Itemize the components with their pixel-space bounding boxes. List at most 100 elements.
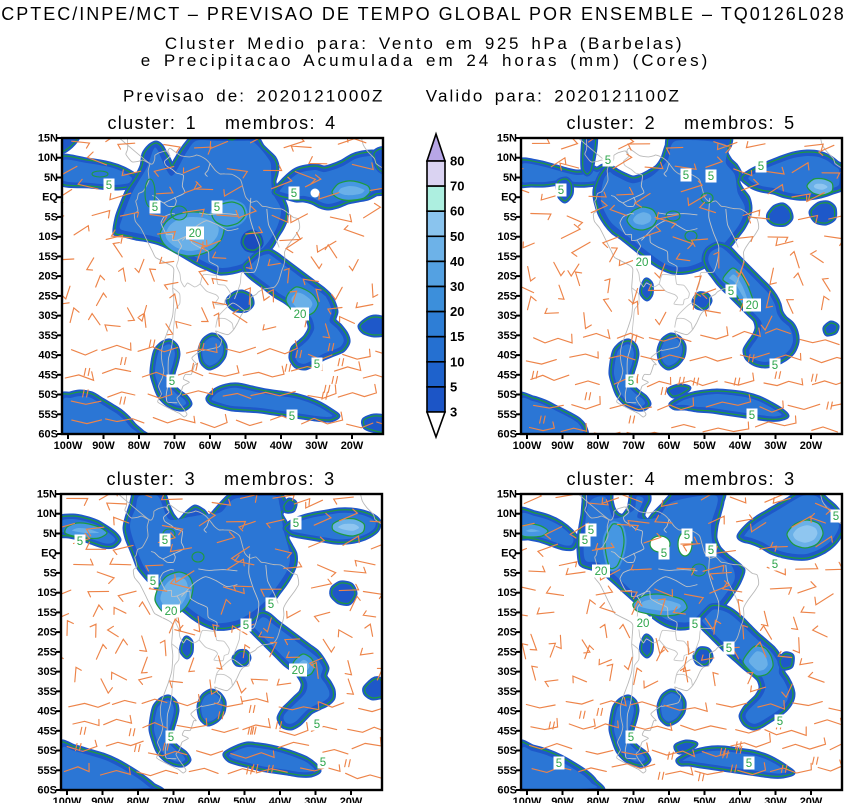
svg-text:30S: 30S <box>497 666 517 678</box>
svg-text:5N: 5N <box>503 172 517 184</box>
svg-text:5: 5 <box>758 161 764 173</box>
svg-text:20S: 20S <box>497 627 517 639</box>
svg-text:EQ: EQ <box>42 192 58 204</box>
svg-text:50S: 50S <box>38 389 58 401</box>
svg-text:5: 5 <box>746 758 752 770</box>
svg-text:60S: 60S <box>38 429 58 441</box>
svg-text:15S: 15S <box>38 251 58 263</box>
svg-text:5: 5 <box>169 376 175 388</box>
svg-text:5: 5 <box>268 599 274 611</box>
svg-text:5: 5 <box>582 535 588 547</box>
svg-text:5: 5 <box>243 620 249 632</box>
svg-text:3: 3 <box>450 405 457 420</box>
svg-text:5: 5 <box>692 619 698 631</box>
svg-text:10: 10 <box>450 354 464 369</box>
svg-text:5: 5 <box>168 732 174 744</box>
svg-text:15N: 15N <box>38 133 58 145</box>
svg-text:30W: 30W <box>304 796 327 803</box>
svg-text:15N: 15N <box>37 489 57 501</box>
svg-text:45S: 45S <box>497 725 517 737</box>
svg-text:5: 5 <box>605 155 611 167</box>
svg-text:20W: 20W <box>340 796 363 803</box>
svg-text:CPTEC/INPE/MCT – PREVISAO DE T: CPTEC/INPE/MCT – PREVISAO DE TEMPO GLOBA… <box>1 4 846 24</box>
svg-text:50: 50 <box>450 229 464 244</box>
svg-text:20: 20 <box>189 228 202 240</box>
svg-text:5: 5 <box>772 360 778 372</box>
svg-text:100W: 100W <box>53 796 82 803</box>
svg-text:55S: 55S <box>497 765 517 777</box>
svg-text:30W: 30W <box>764 796 787 803</box>
svg-text:35S: 35S <box>37 686 57 698</box>
svg-text:e Precipitacao Acumulada em 24: e Precipitacao Acumulada em 24 horas (mm… <box>141 51 711 70</box>
svg-text:45S: 45S <box>38 369 58 381</box>
svg-text:Cluster Medio para: Vento em 9: Cluster Medio para: Vento em 925 hPa (Ba… <box>165 34 684 53</box>
svg-text:50S: 50S <box>497 745 517 757</box>
svg-text:5: 5 <box>77 536 83 548</box>
svg-text:5: 5 <box>777 716 783 728</box>
svg-text:40S: 40S <box>497 350 517 362</box>
svg-text:55S: 55S <box>497 409 517 421</box>
svg-text:10S: 10S <box>37 587 57 599</box>
svg-text:5: 5 <box>772 559 778 571</box>
svg-text:15N: 15N <box>497 133 517 145</box>
svg-text:5: 5 <box>320 757 326 769</box>
svg-text:EQ: EQ <box>501 548 517 560</box>
svg-text:5N: 5N <box>44 172 58 184</box>
svg-text:20: 20 <box>294 309 307 321</box>
svg-text:15S: 15S <box>37 607 57 619</box>
svg-text:30W: 30W <box>764 440 787 452</box>
svg-text:40S: 40S <box>38 350 58 362</box>
svg-text:5: 5 <box>162 535 168 547</box>
svg-text:5: 5 <box>558 185 564 197</box>
svg-text:20: 20 <box>292 665 305 677</box>
svg-text:5S: 5S <box>45 211 58 223</box>
svg-text:40W: 40W <box>729 440 752 452</box>
svg-text:10S: 10S <box>38 231 58 243</box>
svg-text:60: 60 <box>450 204 464 219</box>
svg-text:EQ: EQ <box>41 548 57 560</box>
svg-text:10S: 10S <box>497 587 517 599</box>
svg-text:40S: 40S <box>497 706 517 718</box>
svg-text:10N: 10N <box>497 508 517 520</box>
svg-text:5: 5 <box>683 170 689 182</box>
svg-text:5: 5 <box>214 202 220 214</box>
svg-text:5N: 5N <box>503 528 517 540</box>
svg-text:90W: 90W <box>91 796 114 803</box>
svg-text:20W: 20W <box>341 440 364 452</box>
svg-text:60W: 60W <box>198 796 221 803</box>
svg-text:90W: 90W <box>551 440 574 452</box>
svg-text:5S: 5S <box>504 211 517 223</box>
svg-text:55S: 55S <box>37 765 57 777</box>
svg-text:70W: 70W <box>163 440 186 452</box>
svg-text:5: 5 <box>661 548 667 560</box>
svg-text:cluster: 3 membros: 3: cluster: 3 membros: 3 <box>106 469 335 489</box>
svg-text:10S: 10S <box>497 231 517 243</box>
svg-text:10N: 10N <box>497 152 517 164</box>
svg-text:20W: 20W <box>800 440 823 452</box>
svg-text:60S: 60S <box>497 785 517 797</box>
svg-text:5: 5 <box>314 719 320 731</box>
svg-text:80W: 80W <box>127 796 150 803</box>
svg-text:90W: 90W <box>92 440 115 452</box>
svg-text:5: 5 <box>556 758 562 770</box>
svg-text:20: 20 <box>637 618 650 630</box>
svg-text:5S: 5S <box>504 567 517 579</box>
svg-text:5: 5 <box>314 359 320 371</box>
svg-text:5: 5 <box>708 171 714 183</box>
svg-text:5: 5 <box>152 202 158 214</box>
svg-text:20S: 20S <box>38 271 58 283</box>
svg-text:5: 5 <box>106 180 112 192</box>
svg-text:50W: 50W <box>234 440 257 452</box>
svg-text:25S: 25S <box>37 646 57 658</box>
svg-text:100W: 100W <box>513 796 542 803</box>
svg-text:100W: 100W <box>54 440 83 452</box>
svg-text:5: 5 <box>728 286 734 298</box>
svg-text:25S: 25S <box>497 290 517 302</box>
svg-text:EQ: EQ <box>501 192 517 204</box>
svg-text:50W: 50W <box>693 440 716 452</box>
svg-text:50W: 50W <box>233 796 256 803</box>
svg-text:5: 5 <box>749 410 755 422</box>
svg-text:40W: 40W <box>729 796 752 803</box>
svg-text:20: 20 <box>746 300 759 312</box>
svg-text:60S: 60S <box>37 785 57 797</box>
